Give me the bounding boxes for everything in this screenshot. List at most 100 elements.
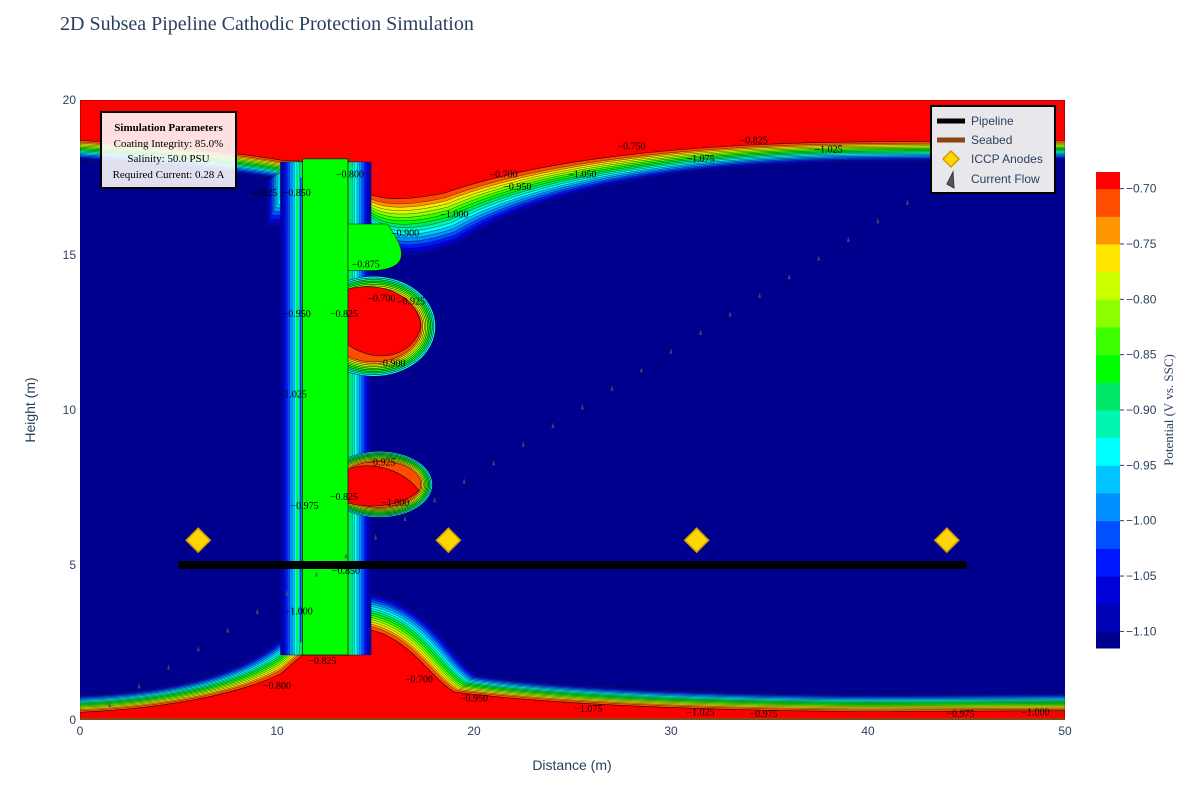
colorbar-band xyxy=(1096,576,1120,605)
current-flow-marker xyxy=(639,366,643,373)
current-flow-marker xyxy=(787,273,791,280)
colorbar-band xyxy=(1096,354,1120,383)
contour-label: −0.850 xyxy=(332,566,360,577)
colorbar-band xyxy=(1096,493,1120,522)
colorbar-band xyxy=(1096,188,1120,217)
current-flow-marker xyxy=(669,348,673,354)
contour-label: −0.975 xyxy=(750,709,778,720)
colorbar-tick-label: −0.95 xyxy=(1126,458,1157,472)
contour-label: −0.700 xyxy=(367,293,395,304)
x-tick-label: 50 xyxy=(1058,724,1072,738)
annotation-line: Coating Integrity: 85.0% xyxy=(114,138,224,150)
contour-label: −0.750 xyxy=(618,142,646,153)
contour-label: −0.825 xyxy=(330,492,358,503)
current-flow-marker xyxy=(226,627,230,633)
current-flow-marker xyxy=(551,422,555,428)
legend-item-pipeline[interactable]: Pipeline xyxy=(937,114,1014,128)
colorbar-band xyxy=(1096,243,1120,273)
undercut-pocket-lower xyxy=(347,465,420,507)
anode-marker xyxy=(185,527,212,554)
colorbar-band xyxy=(1096,172,1120,190)
annotation-line: Required Current: 0.28 A xyxy=(113,169,225,181)
colorbar: −0.70 −0.75 −0.80 −0.85 −0.90 −0.95 −1.00 −1.05… xyxy=(1096,172,1157,649)
colorbar-band xyxy=(1096,216,1120,245)
current-flow-marker xyxy=(374,534,377,540)
contour-labels: −0.750 −0.825 −0.700 −0.950 −1.050 −1.075 −1.0… xyxy=(249,135,1049,720)
triangle-icon xyxy=(946,170,955,189)
current-flow-marker xyxy=(167,664,171,670)
plot-area xyxy=(80,100,1065,720)
contour-label: −0.875 xyxy=(352,259,380,270)
annotation-frame xyxy=(100,111,237,189)
colorbar-title: Potential (V vs. SSC) xyxy=(1161,354,1176,466)
chart-title: 2D Subsea Pipeline Cathodic Protection S… xyxy=(60,13,474,35)
current-flow-marker xyxy=(433,496,437,503)
colorbar-tick-label: −0.85 xyxy=(1126,348,1157,362)
contour-label: −1.025 xyxy=(686,707,714,718)
current-flow-marker xyxy=(314,571,318,577)
current-flow-marker xyxy=(344,552,348,559)
colorbar-band xyxy=(1096,437,1120,466)
current-flow-marker xyxy=(699,329,703,335)
background-region xyxy=(80,100,1065,720)
anode-marker xyxy=(435,527,462,554)
contour-label: −0.950 xyxy=(460,693,488,704)
contour-label: −0.975 xyxy=(947,709,975,720)
colorbar-band xyxy=(1096,548,1120,577)
contour-label: −0.925 xyxy=(367,458,395,469)
contour-label: −1.000 xyxy=(285,607,313,618)
y-tick-label: 0 xyxy=(69,713,76,727)
current-flow-marker xyxy=(610,385,614,391)
colorbar-tick-label: −0.80 xyxy=(1126,292,1157,306)
y-tick-label: 5 xyxy=(69,558,76,572)
current-flow-marker xyxy=(876,217,880,224)
current-flow-marker xyxy=(905,199,909,205)
contour-label: −1.050 xyxy=(568,169,596,180)
legend-label: Pipeline xyxy=(971,114,1014,128)
contour-label: −0.900 xyxy=(391,228,419,239)
contour-label: −0.950 xyxy=(283,309,311,320)
current-flow-marker xyxy=(492,459,496,466)
contour-label: −1.000 xyxy=(381,498,409,509)
x-axis-label: Distance (m) xyxy=(532,757,611,773)
current-flow-marker xyxy=(108,701,112,707)
contour-label: −0.800 xyxy=(336,169,364,180)
contour-label: −0.850 xyxy=(283,188,311,199)
anode-marker xyxy=(683,527,710,554)
legend-label: ICCP Anodes xyxy=(971,152,1043,166)
contour-label: −0.900 xyxy=(377,359,405,370)
y-tick-label: 15 xyxy=(63,248,77,262)
contour-label: −0.825 xyxy=(308,656,336,667)
x-tick-label: 20 xyxy=(467,724,481,738)
contour-label: −0.700 xyxy=(489,169,517,180)
colorbar-tick-label: −0.75 xyxy=(1126,237,1157,251)
contour-label: −0.950 xyxy=(503,182,531,193)
contour-label: −1.025 xyxy=(279,390,307,401)
simulation-parameters-box: Simulation Parameters Coating Integrity:… xyxy=(100,111,237,189)
legend-item-current-flow[interactable]: Current Flow xyxy=(946,170,1040,189)
legend-item-iccp-anodes[interactable]: ICCP Anodes xyxy=(941,149,1043,169)
current-flow-marker xyxy=(758,292,762,298)
x-tick-label: 40 xyxy=(861,724,875,738)
contour-label: −1.025 xyxy=(815,145,843,156)
x-axis: 0 10 20 30 40 50 xyxy=(77,724,1072,738)
colorbar-band xyxy=(1096,326,1120,356)
colorbar-tick-label: −1.05 xyxy=(1126,569,1157,583)
legend-item-seabed[interactable]: Seabed xyxy=(937,133,1012,147)
colorbar-band xyxy=(1096,631,1120,649)
contour-label: −0.825 xyxy=(740,135,768,146)
contour-label: −1.000 xyxy=(440,210,468,221)
y-tick-label: 20 xyxy=(63,93,77,107)
x-tick-label: 10 xyxy=(270,724,284,738)
current-flow-marker xyxy=(846,236,850,242)
colorbar-band xyxy=(1096,271,1120,300)
annotation-title: Simulation Parameters xyxy=(114,122,223,134)
y-axis: 0 5 10 15 20 xyxy=(63,93,77,727)
contour-label: −1.075 xyxy=(686,154,714,165)
current-flow-marker xyxy=(285,589,289,596)
colorbar-band xyxy=(1096,520,1120,549)
colorbar-tick-label: −1.10 xyxy=(1126,624,1157,638)
undercut-pocket-upper xyxy=(347,286,422,357)
colorbar-tick-label: −1.00 xyxy=(1126,514,1157,528)
